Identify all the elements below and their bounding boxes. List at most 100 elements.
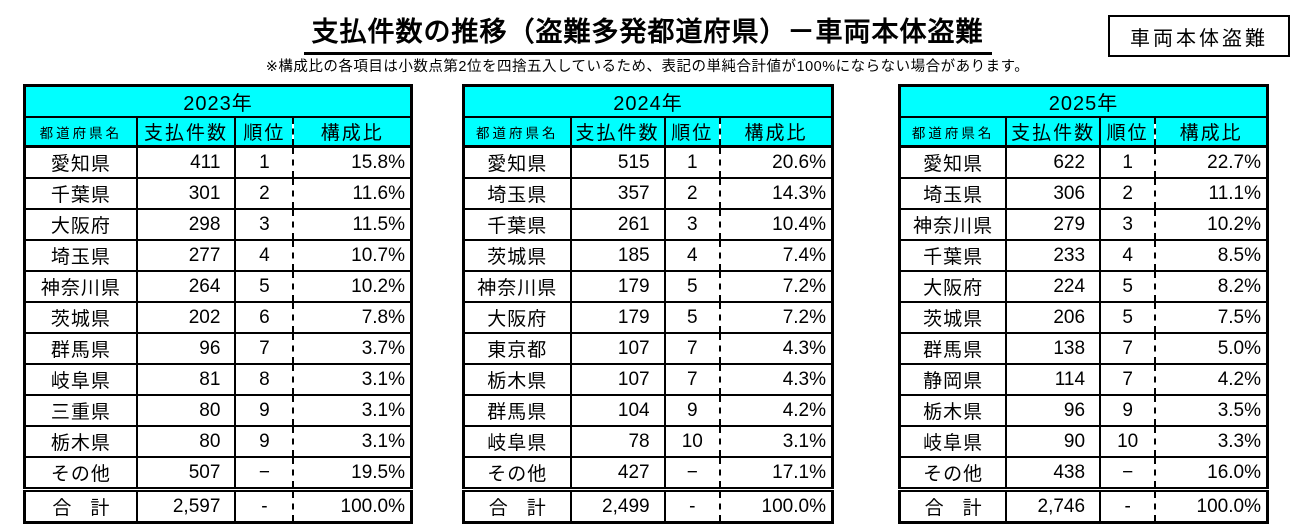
rank-cell: 4 (663, 239, 720, 272)
ratio-cell: 11.1% (1154, 177, 1269, 210)
ratio-cell: 3.1% (292, 394, 413, 427)
count-cell: 277 (135, 239, 237, 272)
prefecture-cell: 茨城県 (462, 239, 572, 272)
rank-cell: 5 (1099, 301, 1156, 334)
ratio-cell: 7.2% (718, 301, 834, 334)
ratio-cell: 16.0% (1154, 456, 1269, 491)
ratio-cell: 4.2% (718, 394, 834, 427)
prefecture-cell: 神奈川県 (23, 270, 138, 303)
prefecture-cell: 千葉県 (23, 177, 138, 210)
count-cell: 179 (569, 301, 666, 334)
rank-cell: 9 (234, 425, 294, 458)
rank-cell: 4 (1099, 239, 1156, 272)
rank-cell: 7 (234, 332, 294, 365)
ratio-cell: 11.5% (292, 208, 413, 241)
count-cell: 507 (135, 456, 237, 491)
ratio-cell: 3.7% (292, 332, 413, 365)
prefecture-cell: 茨城県 (898, 301, 1008, 334)
column-header-row: 都道府県名 支払件数 順位 構成比 (898, 116, 1269, 148)
prefecture-cell: 埼玉県 (462, 177, 572, 210)
table-row: 岐阜県 90 10 3.3% (898, 425, 1269, 458)
table-row: 三重県 80 9 3.1% (23, 394, 413, 427)
table-row: その他 427−17.1% (462, 456, 834, 491)
total-row: 合 計 2,746-100.0% (898, 487, 1269, 524)
count-cell: 411 (135, 145, 237, 179)
ratio-cell: 7.8% (292, 301, 413, 334)
total-rank-cell: - (1099, 487, 1156, 524)
column-header-row: 都道府県名 支払件数 順位 構成比 (23, 116, 413, 148)
prefecture-cell: 群馬県 (462, 394, 572, 427)
year-header: 2025年 (898, 84, 1269, 118)
ratio-cell: 22.7% (1154, 145, 1269, 179)
col-header-rank: 順位 (234, 116, 294, 148)
prefecture-cell: 東京都 (462, 332, 572, 365)
rank-cell: 5 (234, 270, 294, 303)
total-rank-cell: - (663, 487, 720, 524)
rank-cell: 1 (663, 145, 720, 179)
col-header-ratio: 構成比 (718, 116, 834, 148)
table-row: 群馬県 96 7 3.7% (23, 332, 413, 365)
rank-cell: 1 (234, 145, 294, 179)
table-row: 東京都 107 7 4.3% (462, 332, 834, 365)
ratio-cell: 7.5% (1154, 301, 1269, 334)
ratio-cell: 10.4% (718, 208, 834, 241)
col-header-prefecture: 都道府県名 (898, 116, 1008, 148)
count-cell: 515 (569, 145, 666, 179)
count-cell: 357 (569, 177, 666, 210)
ratio-cell: 8.5% (1154, 239, 1269, 272)
count-cell: 306 (1005, 177, 1102, 210)
rank-cell: 9 (1099, 394, 1156, 427)
table-row: 岐阜県 81 8 3.1% (23, 363, 413, 396)
ratio-cell: 3.1% (718, 425, 834, 458)
prefecture-cell: 群馬県 (898, 332, 1008, 365)
table-row: 埼玉県 357 2 14.3% (462, 177, 834, 210)
count-cell: 80 (135, 394, 237, 427)
table-row: 千葉県 233 4 8.5% (898, 239, 1269, 272)
prefecture-cell: 千葉県 (462, 208, 572, 241)
count-cell: 107 (569, 332, 666, 365)
prefecture-cell: 愛知県 (462, 145, 572, 179)
count-cell: 96 (1005, 394, 1102, 427)
prefecture-cell: 静岡県 (898, 363, 1008, 396)
prefecture-cell: 埼玉県 (23, 239, 138, 272)
ratio-cell: 15.8% (292, 145, 413, 179)
table-row: 大阪府 179 5 7.2% (462, 301, 834, 334)
prefecture-cell: 愛知県 (23, 145, 138, 179)
year-header: 2024年 (462, 84, 834, 118)
col-header-prefecture: 都道府県名 (462, 116, 572, 148)
prefecture-cell: その他 (898, 456, 1008, 491)
total-prefecture-cell: 合 計 (462, 487, 572, 524)
table-row: 茨城県 202 6 7.8% (23, 301, 413, 334)
rank-cell: 10 (1099, 425, 1156, 458)
year-table-2024: 2024年 都道府県名 支払件数 順位 構成比 愛知県 515 1 20.6% 埼玉県 3… (462, 84, 834, 524)
ratio-cell: 7.2% (718, 270, 834, 303)
prefecture-cell: 愛知県 (898, 145, 1008, 179)
year-header: 2023年 (23, 84, 413, 118)
col-header-count: 支払件数 (1005, 116, 1102, 148)
table-row: 大阪府 224 5 8.2% (898, 270, 1269, 303)
ratio-cell: 14.3% (718, 177, 834, 210)
prefecture-cell: 神奈川県 (462, 270, 572, 303)
year-table-2025: 2025年 都道府県名 支払件数 順位 構成比 愛知県 622 1 22.7% 埼玉県 3… (898, 84, 1269, 524)
rank-cell: 1 (1099, 145, 1156, 179)
title-row: 支払件数の推移（盗難多発都道府県）－車両本体盗難 (0, 10, 1295, 55)
column-header-row: 都道府県名 支払件数 順位 構成比 (462, 116, 834, 148)
prefecture-cell: 茨城県 (23, 301, 138, 334)
count-cell: 298 (135, 208, 237, 241)
ratio-cell: 3.5% (1154, 394, 1269, 427)
ratio-cell: 4.2% (1154, 363, 1269, 396)
total-prefecture-cell: 合 計 (23, 487, 138, 524)
col-header-count: 支払件数 (569, 116, 666, 148)
rank-cell: 2 (1099, 177, 1156, 210)
table-row: その他 507−19.5% (23, 456, 413, 491)
table-row: 愛知県 411 1 15.8% (23, 145, 413, 179)
rank-cell: 6 (234, 301, 294, 334)
count-cell: 90 (1005, 425, 1102, 458)
table-row: 茨城県 206 5 7.5% (898, 301, 1269, 334)
prefecture-cell: 三重県 (23, 394, 138, 427)
rank-cell: − (1099, 456, 1156, 491)
rank-cell: 8 (234, 363, 294, 396)
prefecture-cell: その他 (462, 456, 572, 491)
count-cell: 107 (569, 363, 666, 396)
